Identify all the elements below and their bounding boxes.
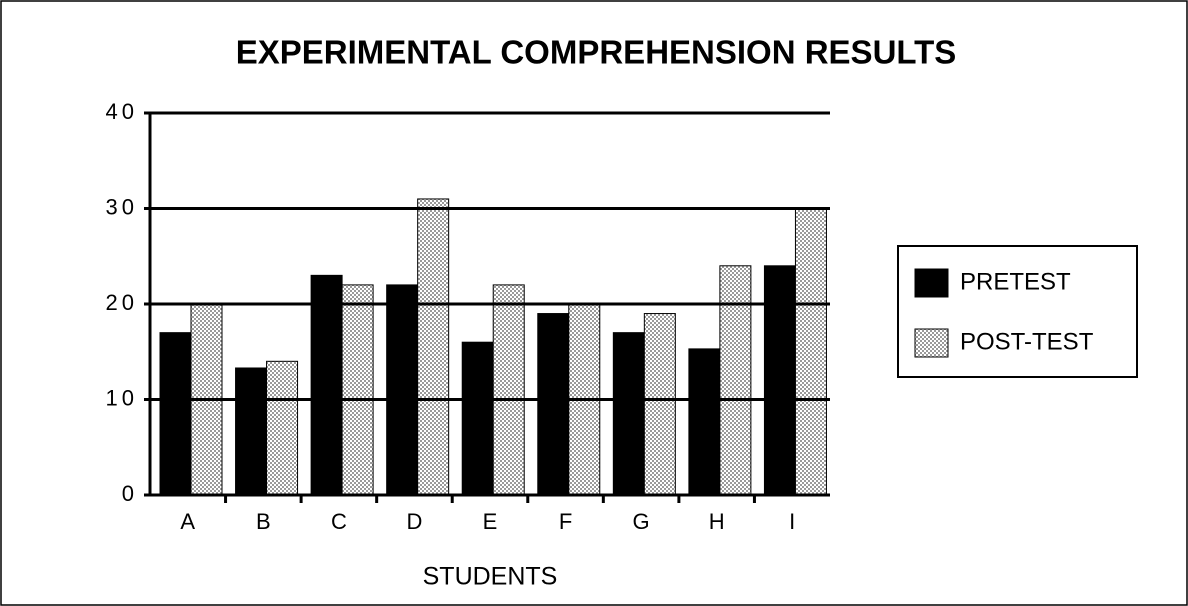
legend-swatch xyxy=(914,328,949,358)
bar xyxy=(235,367,268,496)
y-tick-label: 0 xyxy=(122,481,138,506)
bar xyxy=(643,313,676,496)
x-tick-label: C xyxy=(331,509,347,534)
chart-title: EXPERIMENTAL COMPREHENSION RESULTS xyxy=(236,34,957,71)
y-tick-label: 10 xyxy=(106,385,138,410)
bar xyxy=(763,265,796,496)
legend-swatch xyxy=(914,268,949,298)
bar xyxy=(310,274,343,496)
bar xyxy=(461,341,494,496)
bar xyxy=(159,332,192,496)
bar xyxy=(417,198,450,496)
y-tick-label: 40 xyxy=(106,99,138,124)
bar xyxy=(537,313,570,496)
x-tick-label: I xyxy=(789,509,795,534)
x-axis-label: STUDENTS xyxy=(423,563,558,591)
x-tick-label: G xyxy=(633,509,650,534)
bar xyxy=(794,208,827,496)
x-tick-label: F xyxy=(559,509,572,534)
x-tick-label: E xyxy=(483,509,498,534)
legend-label: PRETEST xyxy=(960,268,1071,295)
legend-label: POST-TEST xyxy=(960,328,1094,355)
y-tick-label: 30 xyxy=(106,194,138,219)
x-tick-label: B xyxy=(256,509,271,534)
bar xyxy=(492,284,525,496)
bar xyxy=(386,284,419,496)
bar xyxy=(341,284,374,496)
x-tick-label: A xyxy=(180,509,195,534)
bar xyxy=(719,265,752,496)
x-tick-label: H xyxy=(709,509,725,534)
x-tick-label: D xyxy=(406,509,422,534)
bar xyxy=(266,360,299,496)
bar xyxy=(688,348,721,496)
y-tick-label: 20 xyxy=(106,290,138,315)
bar xyxy=(612,332,645,496)
